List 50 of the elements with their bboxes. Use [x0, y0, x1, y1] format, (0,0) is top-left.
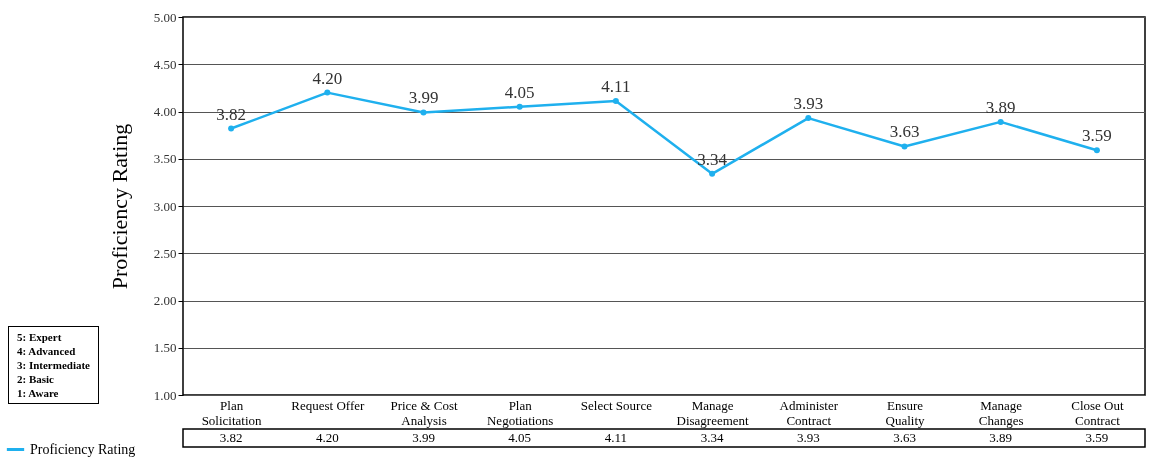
x-tick-label: Select Source: [580, 397, 653, 413]
point: [901, 143, 908, 150]
y-axis-title: Proficiency Rating: [106, 123, 132, 290]
text: 3.63: [889, 122, 920, 142]
y-tick-label: 4.00: [153, 104, 177, 119]
data-label: 3.93: [796, 430, 820, 445]
data-label: 3.34: [700, 430, 724, 445]
text: 3.89: [985, 97, 1016, 117]
y-tick-label: 1.50: [153, 340, 177, 356]
x-tick-label: Manage Changes: [978, 397, 1024, 428]
data-label: 3.63: [893, 430, 916, 445]
point: [709, 170, 716, 177]
y-tick-label: 4.50: [153, 56, 177, 72]
data-label: 4.05: [508, 430, 532, 445]
x-tick-label: Request Offer: [291, 397, 365, 413]
y-tick-label: 3.50: [153, 151, 177, 167]
x-tick-label: Administer Contract: [779, 397, 839, 428]
data-label: 3.59: [1085, 430, 1109, 445]
point: [516, 103, 523, 110]
data-label: 3.89: [989, 430, 1013, 445]
text: 4.20: [312, 68, 343, 88]
x-tick-label: Plan Negotiations: [486, 397, 554, 428]
point: [805, 115, 812, 122]
point: [324, 89, 331, 96]
text: 3.59: [1082, 126, 1112, 146]
x-tick-label: Close Out Contract: [1071, 397, 1124, 428]
point: [997, 118, 1004, 125]
text: 4.11: [601, 77, 631, 97]
x-tick-label: Price & Cost Analysis: [390, 397, 458, 428]
data-label: 3.99: [412, 430, 435, 445]
text: 3.93: [793, 94, 824, 114]
scale-key-box: 5: Expert 4: Advanced 3: Intermediate 2: Basic 1: Aware: [8, 326, 99, 404]
text: 3.99: [408, 88, 439, 108]
y-tick-label: 2.50: [153, 245, 177, 261]
y-tick-label: 1.00: [153, 387, 177, 403]
x-tick-label: Manage Disagreement: [676, 397, 750, 428]
point: [228, 125, 235, 132]
text: 4.05: [504, 82, 535, 102]
y-tick-label: 3.00: [153, 198, 177, 214]
data-label: 4.20: [315, 430, 339, 445]
y-tick-label: 5.00: [153, 9, 177, 25]
point: [420, 109, 427, 116]
data-label: 3.82: [219, 430, 243, 445]
y-tick-label: 2.00: [153, 293, 177, 308]
data-label: 4.11: [604, 430, 628, 445]
x-tick-label: Ensure Quality: [885, 397, 925, 428]
legend-label: Proficiency Rating: [30, 441, 136, 457]
x-tick-label: Plan Solicitation: [201, 397, 263, 428]
point: [612, 98, 619, 105]
point: [1093, 147, 1100, 154]
